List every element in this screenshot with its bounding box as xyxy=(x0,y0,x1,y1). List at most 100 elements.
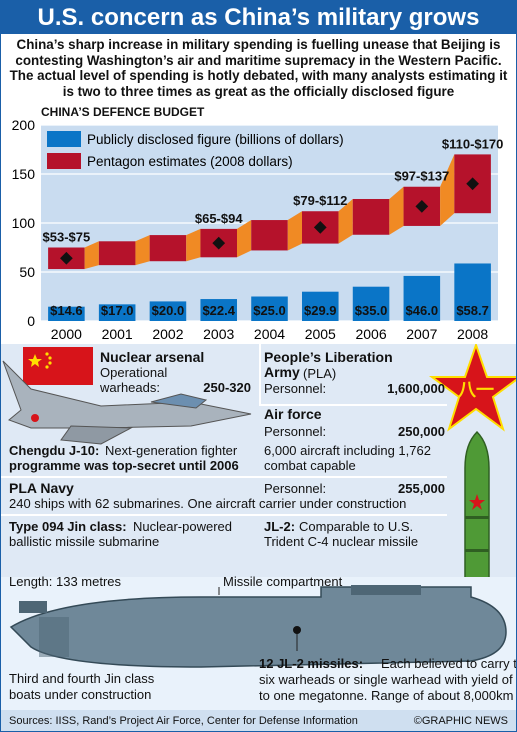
pentagon-connector xyxy=(338,198,353,244)
disclosed-value-label: $46.0 xyxy=(406,303,439,318)
estimate-marker xyxy=(415,199,429,213)
submarine-icon xyxy=(9,585,507,668)
jin-text1: Nuclear-powered xyxy=(133,519,232,534)
x-tick-label: 2008 xyxy=(457,326,488,342)
sub-note1: Third and fourth Jin class xyxy=(9,671,155,686)
estimate-marker xyxy=(60,251,73,265)
sources-bar: Sources: IISS, Rand’s Project Air Force,… xyxy=(1,710,516,731)
divider xyxy=(259,404,447,406)
navy-label: Personnel: xyxy=(264,481,327,496)
pentagon-connector xyxy=(440,154,455,226)
submarine-art xyxy=(9,585,507,668)
navy-heading: PLA Navy xyxy=(9,480,74,496)
estimate-range-label: $110-$170 xyxy=(442,136,503,151)
estimate-range-label: $53-$75 xyxy=(43,230,91,245)
svg-text:八一: 八一 xyxy=(458,380,494,400)
legend-swatch-pentagon xyxy=(47,153,81,169)
page-title: U.S. concern as China’s military grows xyxy=(1,1,516,34)
x-tick-label: 2004 xyxy=(254,326,285,342)
y-tick-label: 150 xyxy=(12,166,36,182)
y-axis: 0 50 100 150 200 xyxy=(12,117,36,329)
nuclear-label: warheads: xyxy=(100,380,160,395)
x-tick-label: 2003 xyxy=(203,326,234,342)
disclosed-value-label: $29.9 xyxy=(304,303,337,318)
x-axis: 2000 2001 2002 2003 2004 2005 2006 2007 2008 xyxy=(51,326,489,342)
x-tick-label: 2000 xyxy=(51,326,82,342)
pla-abbr: (PLA) xyxy=(303,366,337,381)
disclosed-bar xyxy=(403,275,441,321)
forces-art: 八一 xyxy=(2,344,516,577)
disclosed-bar xyxy=(200,299,238,321)
airforce-label: Personnel: xyxy=(264,424,327,439)
estimate-marker xyxy=(313,221,327,234)
nuclear-value: 250-320 xyxy=(203,380,251,395)
disclosed-bar xyxy=(454,263,491,321)
pentagon-bar xyxy=(98,241,136,266)
estimate-range-label: $65-$94 xyxy=(195,211,243,226)
chart-title: CHINA’S DEFENCE BUDGET xyxy=(41,105,205,119)
x-tick-label: 2006 xyxy=(355,326,386,342)
estimate-range-label: $97-$137 xyxy=(394,169,449,184)
divider xyxy=(1,476,447,478)
legend-label-disclosed: Publicly disclosed figure (billions of d… xyxy=(87,132,344,147)
j10-title: Chengdu J-10: xyxy=(9,443,100,458)
disclosed-value-label: $58.7 xyxy=(456,303,489,318)
disclosed-value-label: $20.0 xyxy=(152,303,185,318)
estimate-range-label: $79-$112 xyxy=(293,193,347,208)
sub-note2: boats under construction xyxy=(9,687,152,702)
x-tick-label: 2007 xyxy=(406,326,437,342)
bars: $14.6 $17.0 $20.0 $22.4 $25.0 $29.9 $35.0 $46.0… xyxy=(43,136,503,321)
pentagon-bar xyxy=(149,235,187,262)
legend: Publicly disclosed figure (billions of d… xyxy=(47,131,344,169)
sub-compartment: Missile compartment xyxy=(223,574,343,589)
navy-value: 255,000 xyxy=(398,481,445,496)
disclosed-bar xyxy=(251,296,288,321)
missiles-marker-dot xyxy=(293,626,301,634)
disclosed-value-label: $25.0 xyxy=(253,303,286,318)
pla-heading2: Army xyxy=(264,364,300,380)
legend-label-pentagon: Pentagon estimates (2008 dollars) xyxy=(87,154,293,169)
legend-swatch-disclosed xyxy=(47,131,81,147)
pentagon-connector xyxy=(287,211,302,251)
nuclear-line1: Operational xyxy=(100,365,168,380)
intro-text: China’s sharp increase in military spend… xyxy=(9,37,508,99)
china-flag-icon xyxy=(23,347,93,385)
disclosed-value-label: $17.0 xyxy=(101,303,134,318)
sources-text: Sources: IISS, Rand’s Project Air Force,… xyxy=(9,715,358,727)
pentagon-bar xyxy=(352,198,390,235)
disclosed-value-label: $35.0 xyxy=(355,303,388,318)
pentagon-connector xyxy=(135,235,150,266)
estimate-marker xyxy=(466,177,479,191)
missiles-title: 12 JL-2 missiles: xyxy=(259,656,364,671)
fighter-jet-icon xyxy=(2,360,252,445)
nuclear-heading: Nuclear arsenal xyxy=(100,349,205,365)
pentagon-bar xyxy=(251,220,288,251)
missile-icon xyxy=(464,430,490,577)
pentagon-connector xyxy=(186,228,201,262)
y-tick-label: 200 xyxy=(12,117,36,133)
jl2-title: JL-2: xyxy=(264,519,296,534)
pla-value: 1,600,000 xyxy=(387,381,445,396)
missiles-text3: to one megatonne. Range of about 8,000km xyxy=(259,688,514,703)
disclosed-bar xyxy=(352,286,390,321)
disclosed-bar xyxy=(301,291,339,321)
navy-note: 240 ships with 62 submarines. One aircra… xyxy=(9,496,407,511)
jl2-text1: Comparable to U.S. xyxy=(299,519,414,534)
pla-star-icon: 八一 xyxy=(428,344,516,432)
y-tick-label: 50 xyxy=(19,264,35,280)
x-tick-label: 2002 xyxy=(152,326,183,342)
disclosed-bar xyxy=(48,306,85,321)
jl2-text2: Trident C-4 nuclear missile xyxy=(264,534,419,549)
disclosed-bar xyxy=(98,304,136,321)
y-tick-label: 0 xyxy=(27,313,35,329)
disclosed-value-label: $14.6 xyxy=(50,303,83,318)
airforce-note2: combat capable xyxy=(264,458,356,473)
pentagon-connector xyxy=(84,241,99,270)
y-tick-label: 100 xyxy=(12,215,36,231)
submarine-panel: Length: 133 metres Missile compartment T… xyxy=(1,574,516,710)
j10-text1: Next-generation fighter xyxy=(105,443,238,458)
x-tick-label: 2001 xyxy=(102,326,133,342)
jin-text2: ballistic missile submarine xyxy=(9,534,160,549)
defence-budget-chart: 0 50 100 150 200 $14.6 $17.0 $20.0 $22.4 $25.0 $2… xyxy=(12,117,504,342)
forces-panel: 八一 Nuclear arsenal Operational warheads:… xyxy=(1,344,516,577)
